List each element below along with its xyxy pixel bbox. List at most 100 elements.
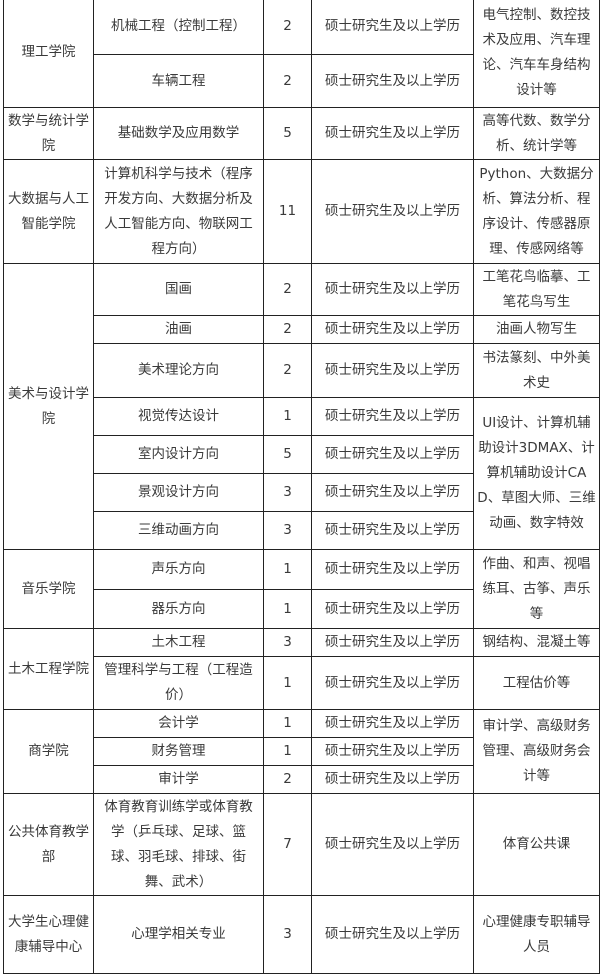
major-cell: 机械工程（控制工程） [93, 0, 264, 55]
major-cell: 心理学相关专业 [93, 895, 264, 974]
research-cell: Python、大数据分析、算法分析、程序设计、传感器原理、传感网络等 [473, 159, 600, 264]
research-cell: 体育公共课 [473, 793, 600, 896]
research-cell: 高等代数、数学分析、统计学等 [473, 107, 600, 160]
college-cell: 土木工程学院 [3, 628, 94, 710]
college-cell: 大数据与人工智能学院 [3, 159, 94, 264]
research-cell: 审计学、高级财务管理、高级财务会计等 [473, 709, 600, 794]
research-cell: 工程估价等 [473, 656, 600, 710]
table-row: 美术理论方向 2 硕士研究生及以上学历 书法篆刻、中外美术史 [4, 343, 600, 398]
count-cell: 3 [263, 628, 312, 657]
table-body: 理工学院 机械工程（控制工程） 2 硕士研究生及以上学历 电气控制、数控技术及应用、汽车… [3, 0, 600, 974]
count-cell: 3 [263, 511, 312, 550]
major-cell: 会计学 [93, 709, 264, 738]
count-cell: 2 [263, 765, 312, 794]
recruitment-table: 理工学院 机械工程（控制工程） 2 硕士研究生及以上学历 电气控制、数控技术及应用、汽车… [3, 0, 600, 974]
degree-cell: 硕士研究生及以上学历 [311, 628, 474, 657]
research-cell: 作曲、和声、视唱练耳、古筝、声乐等 [473, 549, 600, 629]
research-cell: 油画人物写生 [473, 315, 600, 344]
college-cell: 数学与统计学院 [3, 107, 94, 160]
table-row: 油画 2 硕士研究生及以上学历 油画人物写生 [4, 315, 600, 344]
count-cell: 1 [263, 549, 312, 590]
college-cell: 商学院 [3, 709, 94, 794]
count-cell: 1 [263, 397, 312, 436]
college-cell: 大学生心理健康辅导中心 [3, 895, 94, 974]
major-cell: 财务管理 [93, 737, 264, 766]
research-cell: 工笔花鸟临摹、工笔花鸟写生 [473, 263, 600, 316]
table-row: 三维动画方向 3 硕士研究生及以上学历 [4, 511, 600, 550]
major-cell: 体育教育训练学或体育教学（乒乓球、足球、篮球、羽毛球、排球、街舞、武术） [93, 793, 264, 896]
table-row: 车辆工程 2 硕士研究生及以上学历 [4, 54, 600, 108]
major-cell: 油画 [93, 315, 264, 344]
major-cell: 车辆工程 [93, 54, 264, 108]
major-cell: 土木工程 [93, 628, 264, 657]
degree-cell: 硕士研究生及以上学历 [311, 397, 474, 436]
count-cell: 3 [263, 473, 312, 512]
major-cell: 视觉传达设计 [93, 397, 264, 436]
count-cell: 5 [263, 435, 312, 474]
college-cell: 公共体育教学部 [3, 793, 94, 896]
table-row: 器乐方向 1 硕士研究生及以上学历 [4, 589, 600, 629]
research-cell: 电气控制、数控技术及应用、汽车理论、汽车车身结构设计等 [473, 0, 600, 108]
major-cell: 室内设计方向 [93, 435, 264, 474]
degree-cell: 硕士研究生及以上学历 [311, 511, 474, 550]
degree-cell: 硕士研究生及以上学历 [311, 709, 474, 738]
table-row: 数学与统计学院 基础数学及应用数学 5 硕士研究生及以上学历 高等代数、数学分析、统计学… [3, 107, 600, 160]
table-row: 大数据与人工智能学院 计算机科学与技术（程序开发方向、大数据分析及人工智能方向、物… [3, 159, 600, 264]
count-cell: 2 [263, 54, 312, 108]
college-cell: 美术与设计学院 [3, 263, 94, 550]
college-cell: 理工学院 [3, 0, 94, 108]
college-cell: 音乐学院 [3, 549, 94, 629]
major-cell: 基础数学及应用数学 [93, 107, 264, 160]
table-row: 管理科学与工程（工程造价） 1 硕士研究生及以上学历 工程估价等 [4, 656, 600, 710]
major-cell: 管理科学与工程（工程造价） [93, 656, 264, 710]
degree-cell: 硕士研究生及以上学历 [311, 895, 474, 974]
degree-cell: 硕士研究生及以上学历 [311, 159, 474, 264]
degree-cell: 硕士研究生及以上学历 [311, 473, 474, 512]
count-cell: 2 [263, 315, 312, 344]
degree-cell: 硕士研究生及以上学历 [311, 435, 474, 474]
degree-cell: 硕士研究生及以上学历 [311, 54, 474, 108]
degree-cell: 硕士研究生及以上学历 [311, 656, 474, 710]
count-cell: 2 [263, 0, 312, 55]
major-cell: 美术理论方向 [93, 343, 264, 398]
degree-cell: 硕士研究生及以上学历 [311, 793, 474, 896]
research-cell: 钢结构、混凝土等 [473, 628, 600, 657]
major-cell: 景观设计方向 [93, 473, 264, 512]
table-row: 美术与设计学院 国画 2 硕士研究生及以上学历 工笔花鸟临摹、工笔花鸟写生 [3, 263, 600, 550]
count-cell: 7 [263, 793, 312, 896]
major-cell: 器乐方向 [93, 589, 264, 629]
research-cell: 心理健康专职辅导人员 [473, 895, 600, 974]
table-row: 视觉传达设计 1 硕士研究生及以上学历 UI设计、计算机辅助设计3DMAX、计算机辅助… [4, 397, 600, 550]
degree-cell: 硕士研究生及以上学历 [311, 315, 474, 344]
major-cell: 声乐方向 [93, 549, 264, 590]
major-cell: 国画 [93, 263, 264, 316]
count-cell: 11 [263, 159, 312, 264]
table-row: 公共体育教学部 体育教育训练学或体育教学（乒乓球、足球、篮球、羽毛球、排球、街舞、… [3, 793, 600, 896]
table-row: 音乐学院 声乐方向 1 硕士研究生及以上学历 作曲、和声、视唱练耳、古筝、声乐等 [3, 549, 600, 629]
count-cell: 1 [263, 656, 312, 710]
degree-cell: 硕士研究生及以上学历 [311, 737, 474, 766]
count-cell: 5 [263, 107, 312, 160]
degree-cell: 硕士研究生及以上学历 [311, 107, 474, 160]
research-cell: 书法篆刻、中外美术史 [473, 343, 600, 398]
table-row: 商学院 会计学 1 硕士研究生及以上学历 审计学、高级财务管理、高级财务会计等 [3, 709, 600, 794]
table-row: 大学生心理健康辅导中心 心理学相关专业 3 硕士研究生及以上学历 心理健康专职辅导人员 [3, 895, 600, 974]
table-row: 审计学 2 硕士研究生及以上学历 [4, 765, 600, 794]
degree-cell: 硕士研究生及以上学历 [311, 549, 474, 590]
degree-cell: 硕士研究生及以上学历 [311, 589, 474, 629]
major-cell: 计算机科学与技术（程序开发方向、大数据分析及人工智能方向、物联网工程方向） [93, 159, 264, 264]
major-cell: 三维动画方向 [93, 511, 264, 550]
count-cell: 2 [263, 343, 312, 398]
major-cell: 审计学 [93, 765, 264, 794]
degree-cell: 硕士研究生及以上学历 [311, 765, 474, 794]
research-cell: UI设计、计算机辅助设计3DMAX、计算机辅助设计CAD、草图大师、三维动画、数… [473, 397, 600, 550]
degree-cell: 硕士研究生及以上学历 [311, 263, 474, 316]
count-cell: 2 [263, 263, 312, 316]
count-cell: 1 [263, 589, 312, 629]
count-cell: 3 [263, 895, 312, 974]
count-cell: 1 [263, 737, 312, 766]
table-row: 理工学院 机械工程（控制工程） 2 硕士研究生及以上学历 电气控制、数控技术及应用、汽车… [3, 0, 600, 108]
degree-cell: 硕士研究生及以上学历 [311, 0, 474, 55]
count-cell: 1 [263, 709, 312, 738]
table-row: 土木工程学院 土木工程 3 硕士研究生及以上学历 钢结构、混凝土等 [3, 628, 600, 710]
